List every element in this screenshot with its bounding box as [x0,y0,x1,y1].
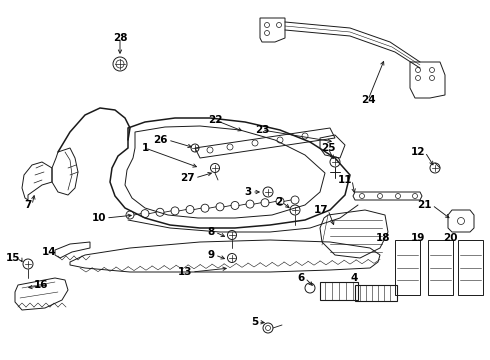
Text: 6: 6 [298,273,305,283]
Text: 22: 22 [208,115,222,125]
Text: 8: 8 [208,227,215,237]
Text: 18: 18 [375,233,390,243]
Text: 11: 11 [338,175,352,185]
Text: 4: 4 [351,273,358,283]
Text: 26: 26 [153,135,168,145]
Text: 25: 25 [321,143,335,153]
Text: 14: 14 [41,247,56,257]
Text: 17: 17 [314,205,328,215]
Text: 9: 9 [208,250,215,260]
Bar [320,282,358,300]
Text: 16: 16 [33,280,48,290]
Text: 15: 15 [5,253,20,263]
Text: 19: 19 [411,233,425,243]
Text: 13: 13 [177,267,192,277]
Text: 10: 10 [92,213,106,223]
Text: 12: 12 [411,147,425,157]
Text: 3: 3 [245,187,252,197]
Text: 20: 20 [443,233,458,243]
Text: 7: 7 [24,200,32,210]
Text: 5: 5 [251,317,258,327]
Text: 27: 27 [180,173,195,183]
Text: 1: 1 [142,143,148,153]
Text: 2: 2 [275,197,282,207]
Text: 24: 24 [361,95,375,105]
Text: 23: 23 [255,125,269,135]
Bar [355,285,397,301]
Text: 21: 21 [417,200,432,210]
Text: 28: 28 [113,33,127,43]
